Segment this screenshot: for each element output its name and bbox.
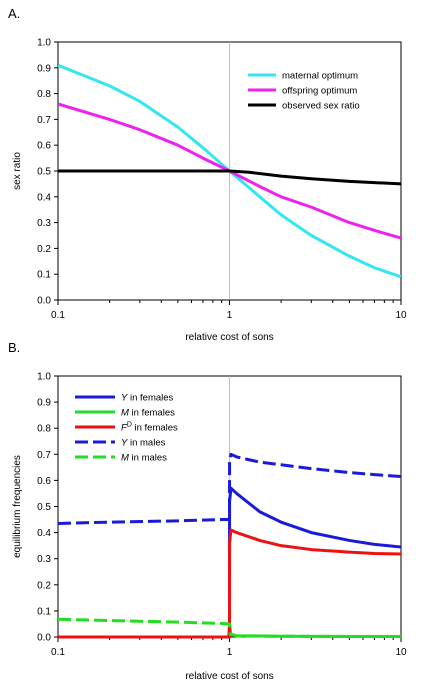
y-tick-label: 0.8 [37, 424, 51, 435]
series-line-2 [58, 169, 401, 186]
y-tick-label: 0.6 [37, 141, 51, 152]
chart-panel-a: A.0.00.10.20.30.40.50.60.70.80.91.00.1 1 1… [8, 6, 407, 343]
legend-label: Y in males [121, 438, 166, 449]
panel-label: B. [8, 340, 20, 355]
y-tick-label: 0.2 [37, 244, 51, 255]
y-tick-label: 0.1 [37, 606, 51, 617]
legend-label: M in males [121, 453, 167, 464]
legend-label: Y in females [121, 393, 174, 404]
x-tick-label: 1 [227, 647, 233, 658]
legend-label-symbol: M [121, 453, 129, 464]
y-tick-label: 0.8 [37, 89, 51, 100]
y-tick-label: 0.0 [37, 296, 51, 307]
x-tick-label: 0.1 [51, 647, 65, 658]
series-line-0 [58, 63, 401, 279]
y-axis-label: equilibrium frequencies [12, 455, 23, 558]
y-tick-label: 0.3 [37, 554, 51, 565]
x-axis-label: relative cost of sons [185, 332, 273, 343]
x-tick-label: 0.1 [51, 310, 65, 321]
legend-label-symbol: Y [121, 438, 128, 449]
chart-panel-b: B.0.00.10.20.30.40.50.60.70.80.91.00.1 1 1… [8, 340, 407, 682]
y-tick-label: 0.1 [37, 270, 51, 281]
y-tick-label: 0.7 [37, 450, 51, 461]
legend-label-superscript: D [127, 422, 132, 429]
series-line-4 [58, 617, 401, 638]
series-line-3 [58, 452, 401, 525]
x-axis-label: relative cost of sons [185, 671, 273, 682]
y-tick-label: 0.4 [37, 192, 51, 203]
y-tick-label: 0.5 [37, 167, 51, 178]
legend-label-symbol: F [121, 423, 128, 434]
legend-label-rest: in males [129, 453, 167, 464]
x-tick-label: 1 [227, 310, 233, 321]
legend: maternal optimum offspring optimum observe… [248, 71, 360, 112]
x-tick-label: 10 [395, 647, 407, 658]
y-tick-label: 0.5 [37, 502, 51, 513]
panel-label: A. [8, 6, 20, 21]
legend-label: M in females [121, 408, 175, 419]
y-tick-label: 1.0 [37, 38, 51, 49]
x-tick-label: 10 [395, 310, 407, 321]
legend-label: maternal optimum [282, 71, 358, 82]
y-tick-label: 0.7 [37, 115, 51, 126]
y-tick-label: 0.9 [37, 398, 51, 409]
y-tick-label: 0.3 [37, 218, 51, 229]
legend-label-rest: in females [132, 423, 178, 434]
y-tick-label: 1.0 [37, 372, 51, 383]
legend-label-rest: in females [129, 408, 175, 419]
legend-label-rest: in males [127, 438, 165, 449]
legend-label-symbol: M [121, 408, 129, 419]
y-tick-label: 0.2 [37, 580, 51, 591]
legend-label: observed sex ratio [282, 101, 360, 112]
legend-label-symbol: Y [121, 393, 128, 404]
y-tick-label: 0.0 [37, 633, 51, 644]
y-tick-label: 0.4 [37, 528, 51, 539]
y-tick-label: 0.6 [37, 476, 51, 487]
legend-label-rest: in females [127, 393, 173, 404]
legend-label: offspring optimum [282, 86, 357, 97]
y-tick-label: 0.9 [37, 63, 51, 74]
legend-label: FD in females [121, 422, 178, 434]
series-line-1 [58, 102, 401, 240]
series-line-2 [58, 528, 401, 639]
y-axis-label: sex ratio [12, 152, 23, 190]
